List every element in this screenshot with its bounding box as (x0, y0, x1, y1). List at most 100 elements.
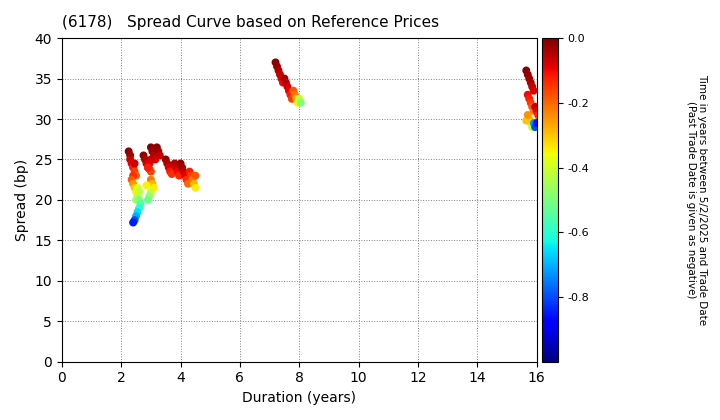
Point (140, 160, 152, 167)
Point (129, 217, 140, 223)
Point (127, 164, 139, 171)
Point (289, 92, 300, 98)
Y-axis label: Time in years between 5/2/2025 and Trade Date
(Past Trade Date is given as negat: Time in years between 5/2/2025 and Trade… (685, 74, 707, 326)
Point (144, 192, 156, 199)
Point (133, 189, 145, 195)
Point (132, 184, 143, 191)
Point (523, 75, 535, 82)
Point (144, 160, 156, 167)
Point (127, 180, 139, 187)
Point (528, 120, 539, 126)
Point (182, 180, 194, 187)
Point (523, 95, 535, 102)
Point (127, 219, 139, 226)
Point (145, 168, 157, 175)
Point (273, 67, 284, 74)
Point (145, 144, 157, 151)
Point (522, 71, 534, 78)
Point (132, 192, 143, 199)
Point (521, 67, 532, 74)
Point (528, 87, 539, 94)
Point (151, 144, 163, 151)
Point (126, 176, 138, 183)
Point (521, 117, 532, 124)
Point (181, 176, 192, 183)
X-axis label: Duration (years): Duration (years) (242, 391, 356, 405)
Point (164, 168, 176, 175)
Point (531, 120, 542, 126)
Point (153, 148, 164, 155)
Point (528, 108, 539, 114)
Point (148, 152, 160, 159)
Point (142, 197, 153, 203)
Point (154, 152, 166, 159)
Point (130, 189, 142, 195)
Point (526, 103, 538, 110)
Point (130, 172, 142, 179)
Point (525, 120, 536, 126)
Text: (6178)   Spread Curve based on Reference Prices: (6178) Spread Curve based on Reference P… (62, 15, 439, 30)
Point (188, 180, 199, 187)
Point (282, 83, 293, 90)
Point (150, 156, 161, 163)
Point (147, 148, 158, 155)
Point (129, 160, 140, 167)
Point (294, 95, 305, 102)
Point (280, 79, 292, 86)
Point (295, 100, 307, 106)
Point (529, 103, 541, 110)
Point (522, 92, 534, 98)
Point (286, 95, 297, 102)
Point (525, 100, 536, 106)
Point (184, 168, 195, 175)
Point (526, 83, 538, 90)
Point (145, 176, 157, 183)
Point (160, 156, 171, 163)
Point (125, 152, 136, 159)
Point (189, 172, 201, 179)
Point (176, 164, 188, 171)
Point (270, 59, 282, 66)
Point (145, 189, 157, 195)
Point (526, 124, 538, 131)
Point (169, 160, 181, 167)
Point (531, 108, 542, 114)
Point (147, 180, 158, 187)
Point (189, 184, 201, 191)
Point (534, 116, 545, 122)
Point (148, 184, 160, 191)
Point (163, 164, 174, 171)
Point (126, 160, 138, 167)
Point (123, 148, 135, 155)
Point (279, 75, 290, 82)
Point (171, 164, 182, 171)
Point (144, 166, 156, 173)
Point (161, 160, 173, 167)
Point (166, 171, 177, 177)
Point (291, 95, 302, 102)
Point (271, 63, 283, 70)
Point (129, 168, 140, 175)
Point (127, 172, 139, 179)
Point (133, 197, 145, 203)
Point (522, 112, 534, 118)
Point (536, 120, 547, 126)
Point (178, 168, 189, 175)
Point (179, 172, 191, 179)
Point (283, 87, 294, 94)
Point (276, 75, 287, 82)
Point (132, 209, 143, 215)
Point (284, 92, 296, 98)
Point (175, 160, 186, 167)
Point (139, 156, 150, 163)
Point (174, 172, 185, 179)
Point (186, 176, 198, 183)
Point (125, 156, 136, 163)
Point (145, 156, 157, 163)
Y-axis label: Spread (bp): Spread (bp) (15, 159, 29, 241)
Point (172, 168, 184, 175)
Point (292, 100, 304, 106)
Point (287, 87, 299, 94)
Point (142, 164, 153, 171)
Point (185, 172, 197, 179)
